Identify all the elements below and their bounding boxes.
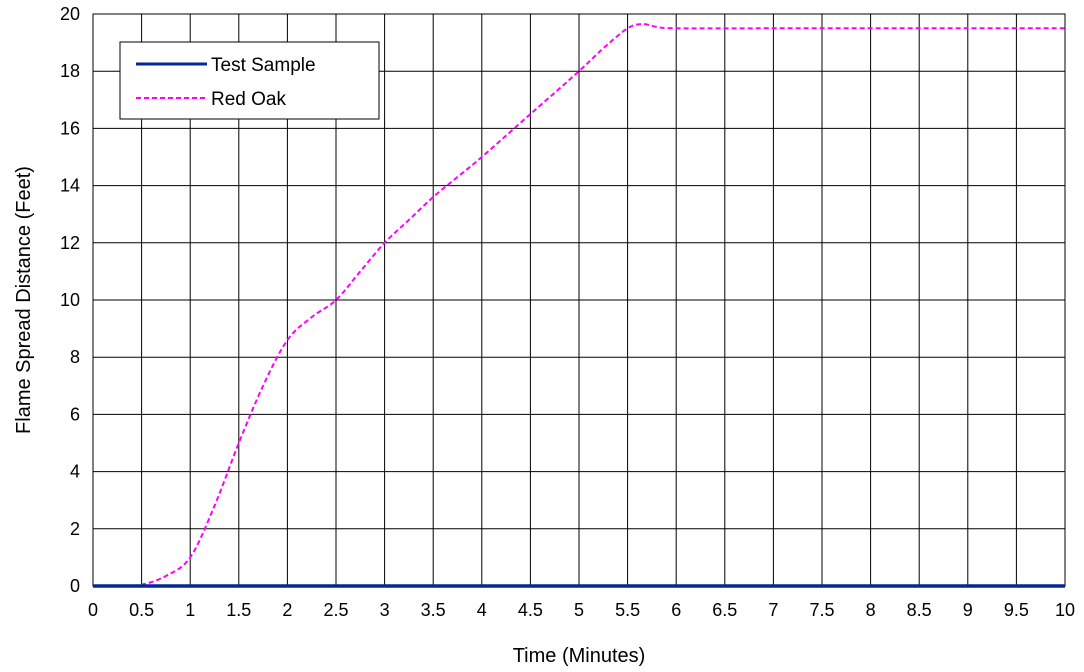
legend-label-test-sample: Test Sample — [211, 55, 316, 76]
y-tick-label: 4 — [70, 462, 80, 482]
y-tick-label: 8 — [70, 347, 80, 367]
x-tick-label: 1 — [185, 600, 195, 620]
x-tick-label: 3.5 — [421, 600, 446, 620]
y-tick-label: 20 — [60, 4, 80, 24]
legend: Test Sample Red Oak — [119, 41, 380, 120]
x-tick-label: 9.5 — [1004, 600, 1029, 620]
x-tick-label: 10 — [1055, 600, 1075, 620]
y-tick-labels: 0 2 4 6 8 10 12 14 16 18 20 — [60, 4, 80, 596]
x-tick-label: 1.5 — [226, 600, 251, 620]
x-axis-title: Time (Minutes) — [513, 645, 646, 667]
legend-box — [119, 41, 380, 120]
x-tick-label: 0 — [88, 600, 98, 620]
x-tick-label: 8 — [866, 600, 876, 620]
x-tick-labels: 0 0.5 1 1.5 2 2.5 3 3.5 4 4.5 5 5.5 6 6.5 7 7.5 8 8.5 9 9.5… — [88, 600, 1075, 620]
x-tick-label: 7 — [768, 600, 778, 620]
y-tick-label: 14 — [60, 176, 80, 196]
x-tick-label: 5.5 — [615, 600, 640, 620]
x-tick-label: 6 — [671, 600, 681, 620]
x-tick-label: 2.5 — [323, 600, 348, 620]
y-tick-label: 0 — [70, 576, 80, 596]
x-tick-label: 0.5 — [129, 600, 154, 620]
x-tick-label: 9 — [963, 600, 973, 620]
x-tick-label: 4.5 — [518, 600, 543, 620]
series-layer — [92, 23, 1065, 588]
x-tick-label: 3 — [380, 600, 390, 620]
x-tick-label: 4 — [477, 600, 487, 620]
x-tick-label: 7.5 — [809, 600, 834, 620]
legend-label-red-oak: Red Oak — [211, 89, 286, 110]
y-tick-label: 2 — [70, 519, 80, 539]
x-tick-label: 2 — [282, 600, 292, 620]
y-tick-label: 10 — [60, 290, 80, 310]
y-tick-label: 16 — [60, 118, 80, 138]
y-axis-title: Flame Spread Distance (Feet) — [13, 166, 35, 434]
x-tick-label: 8.5 — [907, 600, 932, 620]
y-tick-label: 12 — [60, 233, 80, 253]
x-tick-label: 5 — [574, 600, 584, 620]
series-line-red-oak — [92, 23, 1065, 588]
x-tick-label: 6.5 — [712, 600, 737, 620]
y-tick-label: 18 — [60, 61, 80, 81]
y-tick-label: 6 — [70, 404, 80, 424]
